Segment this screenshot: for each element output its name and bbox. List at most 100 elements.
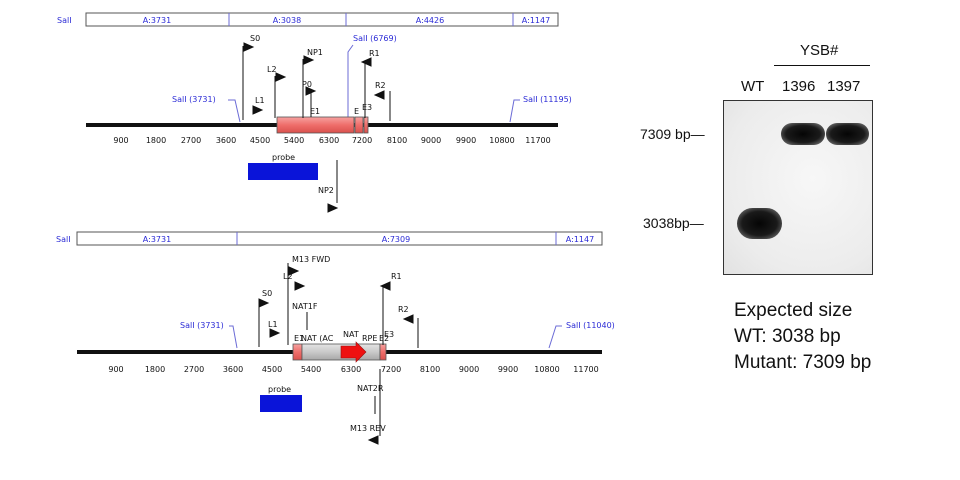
- wt-gene-label-e3: E3: [362, 103, 372, 112]
- mut-primer-m13rev-arrow: [367, 435, 379, 445]
- wt-tick-label: 8100: [387, 136, 407, 145]
- wt-site-leader: [228, 99, 241, 123]
- wt-primer-np1-arrow: [303, 55, 315, 65]
- lane-label-1396: 1396: [782, 78, 816, 95]
- mut-primer-label-m13rev: M13 REV: [350, 424, 386, 433]
- wt-site-label: SalI (3731): [172, 95, 216, 104]
- mut-probe-label: probe: [268, 385, 291, 394]
- mut-primer-label-nat2r: NAT2R: [357, 384, 384, 393]
- mut-primer-r2-arrow: [402, 314, 414, 324]
- wt-tick-label: 11700: [525, 136, 550, 145]
- mut-site-leader: [548, 325, 562, 349]
- wt-primer-arrows: [242, 42, 391, 213]
- blot-band-1397: [826, 123, 869, 145]
- wt-primer-l2-arrow: [275, 72, 287, 82]
- wt-primer-p0-arrow: [305, 86, 317, 96]
- mut-tick-label: 4500: [262, 365, 282, 374]
- mut-site-label: SalI (11040): [566, 321, 615, 330]
- wt-gene-label-e: E: [354, 107, 359, 116]
- mut-probe-bar: [260, 395, 302, 412]
- wt-site-leader: [509, 99, 520, 123]
- wt-primer-r2-arrow: [373, 90, 385, 100]
- mut-gene-label-e3: E3: [384, 330, 394, 339]
- wt-segment-label: A:4426: [416, 16, 444, 25]
- mut-primer-label-nat1f: NAT1F: [292, 302, 318, 311]
- wildtype-map: SalI A:3731 A:3038 A:4426 A:1147 SalI (3…: [57, 12, 572, 213]
- wt-tick-label: 6300: [319, 136, 339, 145]
- size-marker-7309: 7309 bp—: [640, 126, 705, 142]
- mut-tick-label: 8100: [420, 365, 440, 374]
- mut-nat-label: NAT: [343, 330, 359, 339]
- mut-primer-label-l2: L2: [283, 272, 293, 281]
- wt-probe-bar: [248, 163, 318, 180]
- wt-primer-l1-arrow: [252, 105, 264, 115]
- wt-tick-label: 9900: [456, 136, 476, 145]
- mut-primer-so-arrow: [258, 298, 270, 308]
- mut-primer-arrows: [258, 263, 419, 445]
- mut-tick-label: 2700: [184, 365, 204, 374]
- mut-tick-label: 6300: [341, 365, 361, 374]
- wt-segment-bar: [85, 12, 559, 27]
- mut-ruler: 900 1800 2700 3600 4500 5400 6300 7200 8…: [108, 365, 598, 374]
- mut-primer-label-l1: L1: [268, 320, 278, 329]
- wt-primer-r1-arrow: [360, 57, 372, 67]
- wt-probe-label: probe: [272, 153, 295, 162]
- mut-primer-m13fwd-arrow: [288, 266, 300, 276]
- mut-tick-label: 5400: [301, 365, 321, 374]
- wt-primer-so-arrow: [243, 42, 255, 52]
- mut-tick-label: 900: [108, 365, 123, 374]
- wt-primer-np2-arrow: [327, 203, 339, 213]
- mut-primer-labels: M13 FWD L2 R1 S0 NAT1F R2 L1 E1 NAT (AC …: [262, 255, 409, 433]
- mut-tick-label: 10800: [534, 365, 559, 374]
- mut-tick-label: 1800: [145, 365, 165, 374]
- mut-tick-label: 7200: [381, 365, 401, 374]
- wt-primer-label-l2: L2: [267, 65, 277, 74]
- mut-cassette-label: NAT (AC: [301, 334, 334, 343]
- southern-blot-image: [723, 100, 873, 275]
- mutant-map: SalI A:3731 A:7309 A:1147 SalI (3731) Sa…: [56, 231, 615, 445]
- wt-tick-label: 3600: [216, 136, 236, 145]
- mut-gene-e3: [379, 343, 387, 361]
- lane-label-1397: 1397: [827, 78, 861, 95]
- strain-group-label: YSB#: [800, 42, 839, 59]
- wt-site-leader: [347, 44, 354, 120]
- mut-primer-r1-arrow: [379, 281, 391, 291]
- wt-tick-label: 10800: [489, 136, 514, 145]
- wt-tick-label: 7200: [352, 136, 372, 145]
- wt-tick-label: 5400: [284, 136, 304, 145]
- mut-primer-label-so: S0: [262, 289, 272, 298]
- mut-site-leader: [229, 325, 238, 349]
- wt-tick-label: 9000: [421, 136, 441, 145]
- wt-ruler: 900 1800 2700 3600 4500 5400 6300 7200 8…: [113, 136, 550, 145]
- mut-nat-arrow-icon: [340, 341, 367, 363]
- wt-tick-label: 900: [113, 136, 128, 145]
- mut-segment-label: A:1147: [566, 235, 594, 244]
- wt-tick-label: 1800: [146, 136, 166, 145]
- wt-tick-label: 4500: [250, 136, 270, 145]
- mut-segment-label: A:3731: [143, 235, 171, 244]
- wt-segment-label: A:3038: [273, 16, 301, 25]
- wt-primer-label-r1: R1: [369, 49, 380, 58]
- size-marker-3038: 3038bp—: [643, 215, 704, 231]
- wt-primer-labels: S0 NP1 L2 P0 L1 E1 R1 R2 E E3 NP2: [250, 34, 386, 195]
- mut-primer-l2-arrow: [294, 281, 306, 291]
- mut-primer-label-r2: R2: [398, 305, 409, 314]
- mut-end-label: SalI: [56, 235, 71, 244]
- mut-site-label: SalI (3731): [180, 321, 224, 330]
- wt-gene-label-e1: E1: [310, 107, 320, 116]
- blot-band-wt: [737, 208, 782, 239]
- expected-size-wt: WT: 3038 bp: [734, 326, 841, 347]
- lane-label-wt: WT: [741, 78, 765, 95]
- wt-primer-label-so: S0: [250, 34, 260, 43]
- mut-gene-label-e2: E2: [379, 334, 389, 343]
- wt-primer-label-np2: NP2: [318, 186, 334, 195]
- wt-site-label: SalI (11195): [523, 95, 572, 104]
- wt-tick-label: 2700: [181, 136, 201, 145]
- mut-gene-label-e1: E1: [294, 334, 304, 343]
- strain-group-underline: [774, 65, 870, 66]
- wt-gene-e1: [276, 116, 355, 134]
- expected-size-mutant: Mutant: 7309 bp: [734, 352, 872, 373]
- wt-gene-e: [354, 116, 364, 134]
- wt-segment-label: A:1147: [522, 16, 550, 25]
